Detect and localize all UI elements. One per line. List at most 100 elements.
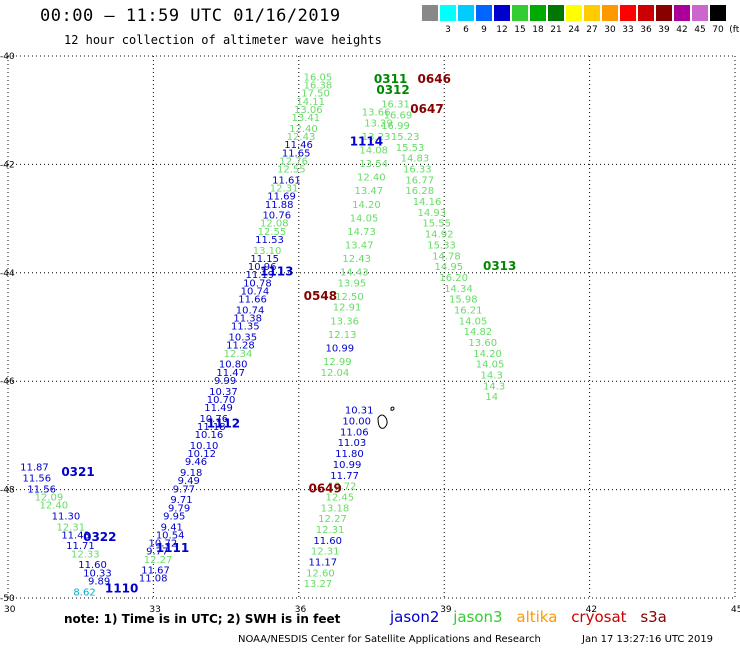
scale-label: 30 bbox=[604, 25, 616, 35]
swh-value: 10.76 bbox=[199, 414, 228, 425]
swh-value: 10.54 bbox=[156, 530, 185, 541]
map-title: 00:00 – 11:59 UTC 01/16/2019 bbox=[40, 6, 341, 26]
swh-value: 10.00 bbox=[342, 417, 371, 428]
swh-value: 11.38 bbox=[233, 314, 262, 325]
swh-value: 14.3 bbox=[481, 370, 503, 381]
footer-credit: NOAA/NESDIS Center for Satellite Applica… bbox=[238, 634, 541, 645]
axis-ticks: 30 33 36 39 42 45 -40 -42 -44 -46 -48 -50 bbox=[0, 52, 740, 615]
swh-value: 10.80 bbox=[219, 360, 248, 371]
swh-value: 14.3 bbox=[483, 381, 505, 392]
swh-value: 8.62 bbox=[73, 587, 95, 598]
swh-value: 11.19 bbox=[245, 270, 274, 281]
swh-value: 11.35 bbox=[231, 322, 260, 333]
swh-value: 11.77 bbox=[330, 471, 359, 482]
pass-time-label: 0548 bbox=[304, 289, 337, 303]
lat-tick-label: -44 bbox=[0, 269, 15, 279]
swh-value: 11.49 bbox=[204, 403, 233, 414]
swh-value: 16.69 bbox=[384, 110, 413, 121]
swh-value: 10.78 bbox=[243, 278, 272, 289]
swh-value: 12.27 bbox=[318, 514, 347, 525]
swh-value: 13.54 bbox=[359, 159, 388, 170]
swh-value: 14.08 bbox=[359, 146, 388, 157]
pass-time-label: 0321 bbox=[61, 465, 94, 479]
swh-value: 15.23 bbox=[391, 132, 420, 143]
lat-tick-label: -42 bbox=[0, 160, 15, 170]
pass-time-label: 1111 bbox=[156, 541, 189, 555]
swh-value: 11.46 bbox=[284, 140, 313, 151]
swh-value: 11.66 bbox=[238, 295, 267, 306]
swh-value: 12.33 bbox=[71, 549, 100, 560]
pass-time-label: 1112 bbox=[207, 416, 240, 430]
scale-swatch bbox=[458, 5, 474, 21]
pass-time-label: 0313 bbox=[483, 259, 516, 273]
swh-value: 12.43 bbox=[342, 254, 371, 265]
pass-time-label: 1114 bbox=[350, 134, 383, 148]
scale-label: 24 bbox=[568, 25, 580, 35]
swh-value: 10.74 bbox=[241, 286, 270, 297]
footer-timestamp: Jan 17 13:27:16 UTC 2019 bbox=[582, 634, 714, 645]
swh-value: 12.13 bbox=[328, 330, 357, 341]
scale-label: 45 bbox=[694, 25, 706, 35]
swh-value: 12.09 bbox=[35, 492, 64, 503]
swh-value: 11.56 bbox=[27, 484, 56, 495]
swh-value: 16.33 bbox=[403, 165, 432, 176]
swh-value: 13.10 bbox=[253, 246, 282, 257]
swh-value: 13.27 bbox=[304, 579, 333, 590]
swh-value: 17.50 bbox=[301, 89, 330, 100]
scale-swatch bbox=[530, 5, 546, 21]
lon-tick-label: 39 bbox=[440, 605, 452, 615]
swh-value: 14.05 bbox=[350, 213, 379, 224]
swh-value: 10.37 bbox=[209, 387, 238, 398]
scale-swatch bbox=[548, 5, 564, 21]
swh-value: 9.79 bbox=[168, 503, 190, 514]
swh-value: 12.08 bbox=[260, 219, 289, 230]
swh-value: 13.47 bbox=[355, 186, 384, 197]
swh-value: 11.60 bbox=[78, 560, 107, 571]
swh-value: 16.38 bbox=[304, 81, 333, 92]
swh-value: 12.72 bbox=[328, 482, 357, 493]
swh-value: 13.06 bbox=[294, 105, 323, 116]
swh-value: 12.55 bbox=[258, 227, 287, 238]
swh-value: 12.40 bbox=[357, 173, 386, 184]
swh-value: 13.41 bbox=[292, 113, 321, 124]
swh-value: 10.31 bbox=[345, 406, 374, 417]
legend-cryosat: cryosat bbox=[571, 608, 627, 626]
lon-tick-label: 33 bbox=[149, 605, 160, 615]
pass-time-label: 0646 bbox=[418, 72, 451, 86]
swh-value: 14.16 bbox=[413, 197, 442, 208]
swh-value: 11.60 bbox=[313, 536, 342, 547]
scale-label: 39 bbox=[658, 25, 670, 35]
swh-value: 11.61 bbox=[272, 175, 301, 186]
scale-swatch bbox=[584, 5, 600, 21]
scale-swatch bbox=[476, 5, 492, 21]
scale-swatch bbox=[494, 5, 510, 21]
observations-layer: 16.0516.3817.5014.1113.0613.4112.4012.43… bbox=[20, 72, 505, 598]
scale-unit: (ft) bbox=[729, 25, 740, 35]
legend-jason2: jason2 bbox=[390, 608, 440, 626]
swh-value: 11.56 bbox=[23, 473, 52, 484]
swh-value: 10.33 bbox=[83, 568, 112, 579]
swh-value: 13.36 bbox=[330, 316, 359, 327]
pass-time-label: 0647 bbox=[410, 102, 443, 116]
swh-value: 15.98 bbox=[449, 295, 478, 306]
swh-value: 11.17 bbox=[308, 557, 337, 568]
swh-value: 16.99 bbox=[381, 121, 410, 132]
scale-label: 70 bbox=[712, 25, 724, 35]
swh-value: 11.30 bbox=[52, 511, 81, 522]
swh-value: 16.05 bbox=[304, 72, 333, 83]
lat-tick-label: -40 bbox=[0, 52, 15, 62]
scale-swatch bbox=[440, 5, 456, 21]
swh-value: 10.74 bbox=[236, 305, 265, 316]
satellite-legend: jason2 jason3 altika cryosat s3a bbox=[390, 608, 676, 626]
swh-value: 9.77 bbox=[173, 484, 195, 495]
swh-value: 12.76 bbox=[279, 156, 308, 167]
swh-value: 14.82 bbox=[464, 327, 493, 338]
swh-value: 10.99 bbox=[325, 343, 354, 354]
swh-value: 9.95 bbox=[163, 511, 185, 522]
swh-value: 13.66 bbox=[362, 108, 391, 119]
swh-value: 15.53 bbox=[396, 143, 425, 154]
swh-value: 14.20 bbox=[473, 349, 502, 360]
swh-value: 10.10 bbox=[190, 441, 219, 452]
scale-swatch bbox=[692, 5, 708, 21]
scale-swatch bbox=[602, 5, 618, 21]
